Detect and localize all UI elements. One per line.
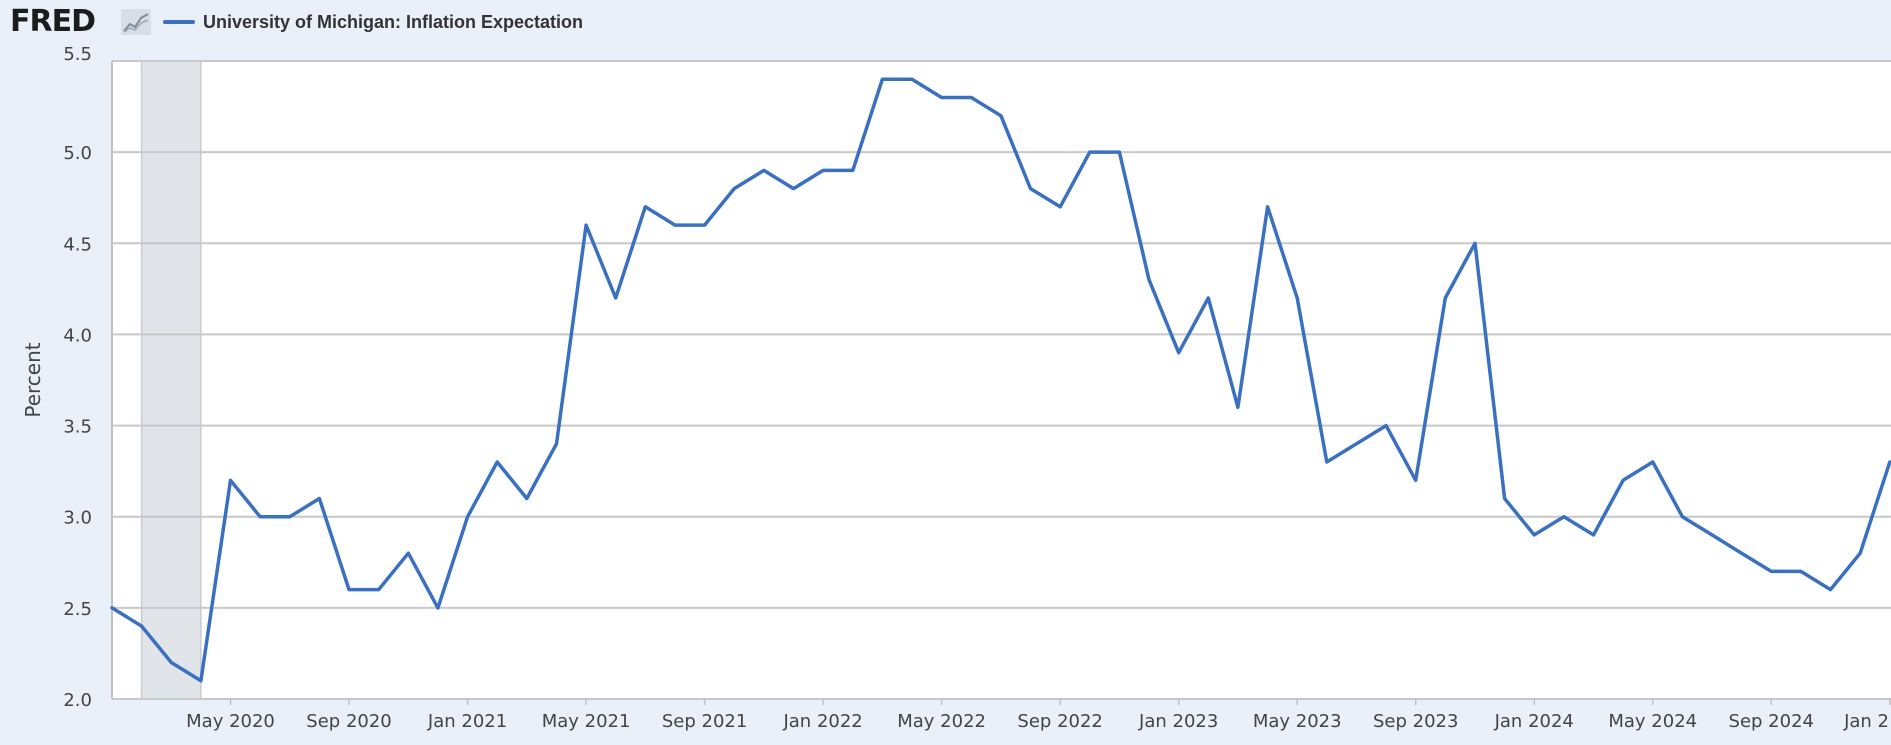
data-point[interactable] <box>967 93 975 101</box>
data-point[interactable] <box>1797 567 1805 575</box>
recession-shading <box>141 61 201 699</box>
x-tick-label: Sep 2021 <box>662 711 747 732</box>
y-tick-label: 5.0 <box>63 143 92 164</box>
data-point[interactable] <box>197 677 205 685</box>
data-point[interactable] <box>789 185 797 193</box>
chart-header: FRED University of Michigan: Inflation E… <box>0 0 1891 44</box>
data-point[interactable] <box>1530 531 1538 539</box>
data-point[interactable] <box>1708 531 1716 539</box>
data-point[interactable] <box>1412 476 1420 484</box>
data-point[interactable] <box>552 440 560 448</box>
data-point[interactable] <box>167 659 175 667</box>
data-point[interactable] <box>1767 567 1775 575</box>
data-point[interactable] <box>1352 440 1360 448</box>
data-point[interactable] <box>582 221 590 229</box>
data-point[interactable] <box>1590 531 1598 539</box>
data-point[interactable] <box>1560 513 1568 521</box>
y-tick-label: 3.5 <box>63 417 92 438</box>
data-point[interactable] <box>227 476 235 484</box>
x-tick-label: Jan 2021 <box>427 711 507 732</box>
data-point[interactable] <box>1234 403 1242 411</box>
fred-logo[interactable]: FRED <box>10 4 96 39</box>
data-point[interactable] <box>1264 203 1272 211</box>
data-point[interactable] <box>315 494 323 502</box>
x-tick-label: Jan 2024 <box>1494 711 1574 732</box>
data-point[interactable] <box>1323 458 1331 466</box>
data-point[interactable] <box>256 513 264 521</box>
data-point[interactable] <box>1738 549 1746 557</box>
line-chart-icon <box>121 9 151 35</box>
data-point[interactable] <box>1293 294 1301 302</box>
y-tick-label: 4.0 <box>63 325 92 346</box>
data-point[interactable] <box>612 294 620 302</box>
x-tick-label: Jan 2022 <box>782 711 862 732</box>
data-point[interactable] <box>1827 586 1835 594</box>
data-point[interactable] <box>375 586 383 594</box>
x-tick-label: Sep 2020 <box>306 711 391 732</box>
data-point[interactable] <box>1175 349 1183 357</box>
data-point[interactable] <box>641 203 649 211</box>
x-tick-label: Sep 2022 <box>1017 711 1102 732</box>
gridlines <box>112 60 1891 700</box>
y-tick-label: 2.0 <box>63 690 92 711</box>
data-point[interactable] <box>1027 185 1035 193</box>
data-point[interactable] <box>878 75 886 83</box>
series-line[interactable] <box>110 77 1891 683</box>
data-point[interactable] <box>1619 476 1627 484</box>
data-point[interactable] <box>1204 294 1212 302</box>
data-point[interactable] <box>849 166 857 174</box>
x-tick-labels: May 2020 Sep 2020 Jan 2021 May 2021 Sep 2021… <box>186 699 1891 732</box>
y-axis-label: Percent <box>21 342 45 417</box>
data-point[interactable] <box>1441 294 1449 302</box>
data-point[interactable] <box>464 513 472 521</box>
y-tick-label: 2.5 <box>63 599 92 620</box>
data-point[interactable] <box>523 494 531 502</box>
legend[interactable]: University of Michigan: Inflation Expect… <box>163 8 583 36</box>
data-point[interactable] <box>730 185 738 193</box>
data-point[interactable] <box>434 604 442 612</box>
data-point[interactable] <box>1649 458 1657 466</box>
data-point[interactable] <box>345 586 353 594</box>
legend-swatch <box>163 20 195 24</box>
data-point[interactable] <box>1471 239 1479 247</box>
data-point[interactable] <box>671 221 679 229</box>
data-point[interactable] <box>1115 148 1123 156</box>
x-tick-label: May 2022 <box>897 711 986 732</box>
y-tick-label: 3.0 <box>63 508 92 529</box>
y-tick-label: 4.5 <box>63 234 92 255</box>
data-point[interactable] <box>1856 549 1864 557</box>
data-point[interactable] <box>1145 276 1153 284</box>
x-tick-label: May 2023 <box>1253 711 1342 732</box>
data-point[interactable] <box>997 112 1005 120</box>
legend-label: University of Michigan: Inflation Expect… <box>203 11 584 32</box>
data-point[interactable] <box>108 604 116 612</box>
data-point[interactable] <box>1382 422 1390 430</box>
data-point[interactable] <box>286 513 294 521</box>
data-point[interactable] <box>493 458 501 466</box>
plot-area <box>112 61 1891 699</box>
data-point[interactable] <box>819 166 827 174</box>
data-point[interactable] <box>1086 148 1094 156</box>
data-point[interactable] <box>1678 513 1686 521</box>
x-tick-label: Sep 2023 <box>1373 711 1458 732</box>
data-point[interactable] <box>760 166 768 174</box>
data-point[interactable] <box>138 622 146 630</box>
x-tick-label: May 2024 <box>1608 711 1697 732</box>
data-point[interactable] <box>938 93 946 101</box>
x-tick-label: Jan 2023 <box>1138 711 1218 732</box>
data-point[interactable] <box>908 75 916 83</box>
data-point[interactable] <box>1056 203 1064 211</box>
y-tick-labels: 2.0 2.5 3.0 3.5 4.0 4.5 5.0 5.5 <box>63 44 92 711</box>
x-tick-label: May 2020 <box>186 711 275 732</box>
x-tick-label: Sep 2024 <box>1729 711 1814 732</box>
y-tick-label: 5.5 <box>63 44 92 65</box>
data-point[interactable] <box>404 549 412 557</box>
data-point[interactable] <box>1501 494 1509 502</box>
x-tick-label: Jan 2 <box>1843 711 1889 732</box>
data-point[interactable] <box>701 221 709 229</box>
x-tick-label: May 2021 <box>542 711 631 732</box>
